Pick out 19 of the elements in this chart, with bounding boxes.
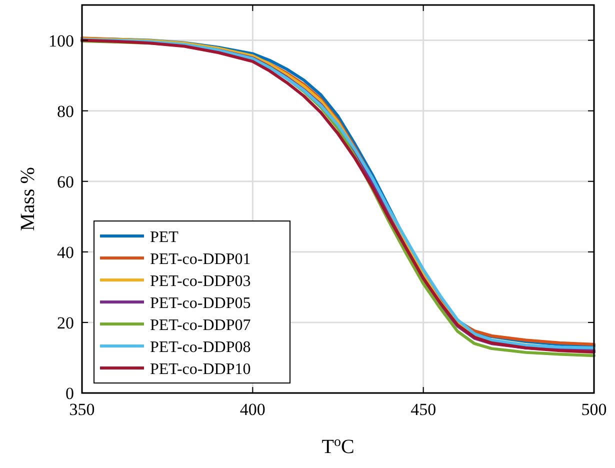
y-tick-label: 0 (66, 384, 74, 403)
y-tick-label: 80 (57, 102, 74, 121)
y-tick-label: 60 (57, 172, 74, 192)
x-tick-label: 400 (240, 400, 266, 419)
y-axis-title: Mass % (17, 167, 39, 231)
legend-label: PET-co-DDP05 (150, 295, 251, 312)
x-tick-label: 350 (69, 400, 95, 419)
legend-label: PET-co-DDP01 (150, 251, 251, 268)
legend-label: PET (150, 229, 179, 246)
y-tick-label: 100 (48, 31, 74, 50)
x-axis-title: T$^{o}$C (322, 434, 354, 458)
legend-label: PET-co-DDP03 (150, 273, 251, 290)
x-tick-label: 500 (581, 400, 607, 419)
legend-label: PET-co-DDP10 (150, 361, 251, 378)
legend-label: PET-co-DDP07 (150, 317, 251, 334)
legend-label: PET-co-DDP08 (150, 339, 251, 356)
y-tick-label: 40 (57, 242, 74, 262)
x-tick-label: 450 (410, 400, 436, 419)
y-tick-label: 20 (57, 313, 74, 332)
